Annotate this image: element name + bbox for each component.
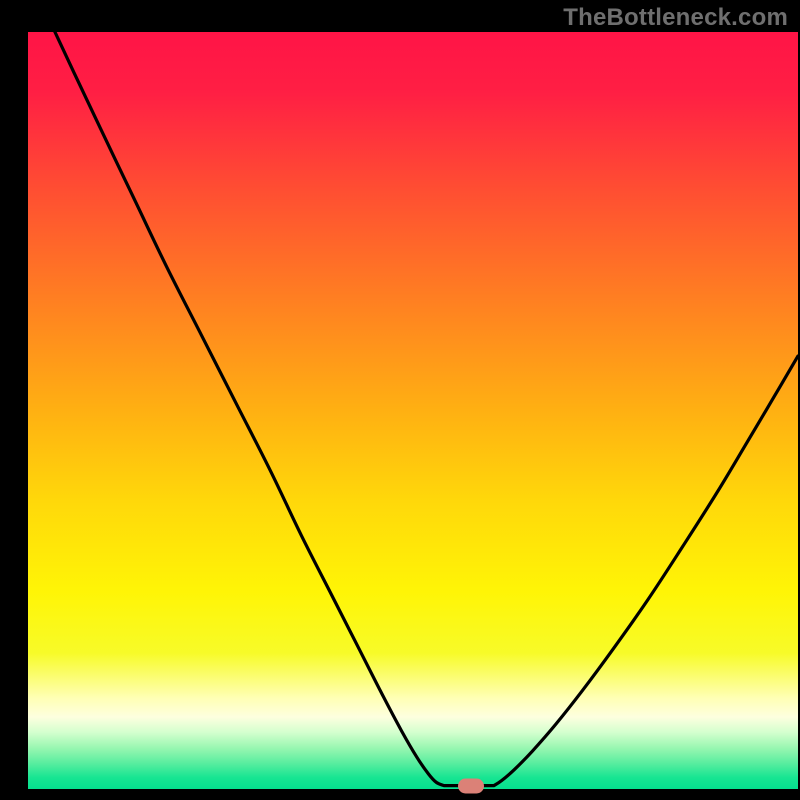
watermark-text: TheBottleneck.com (563, 4, 788, 32)
current-config-marker (458, 778, 484, 793)
plot-area (28, 32, 798, 789)
figure-root: TheBottleneck.com (0, 0, 800, 800)
gradient-background (28, 32, 798, 789)
